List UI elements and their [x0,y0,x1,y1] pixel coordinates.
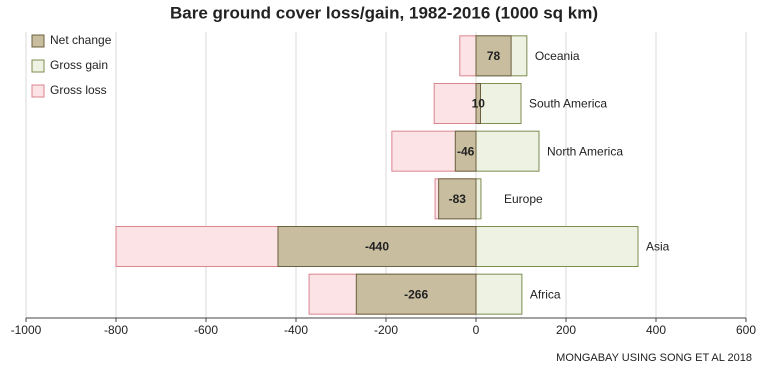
category-label: North America [547,144,623,158]
category-label: Asia [646,240,670,254]
x-tick-label: 600 [736,323,756,337]
bar [438,178,477,220]
legend-swatch [31,34,45,48]
bar [475,83,481,124]
data-label: -83 [449,192,467,206]
x-tick-label: 200 [556,323,576,337]
legend-swatch [31,84,45,98]
x-tick-label: -1000 [11,323,42,337]
bar [475,226,639,267]
data-label: -440 [365,240,389,254]
bar [475,273,523,315]
chart-title: Bare ground cover loss/gain, 1982-2016 (… [170,3,598,22]
category-label: Oceania [535,49,580,63]
data-label: -266 [404,287,428,301]
bar [454,130,477,172]
bar [475,83,522,124]
data-label: 10 [472,97,486,111]
bar [277,226,477,267]
x-tick-label: 400 [646,323,666,337]
bar [433,83,477,124]
category-label: Africa [530,287,561,301]
data-label: -46 [457,144,475,158]
x-tick-label: -200 [374,323,398,337]
legend-label: Gross gain [50,58,108,72]
bar [475,130,540,172]
legend-label: Gross loss [50,83,107,97]
bar [475,178,482,220]
x-tick-label: -800 [104,323,128,337]
data-label: 78 [487,49,501,63]
category-label: Europe [504,192,543,206]
x-tick-label: -600 [194,323,218,337]
source: MONGABAY USING SONG ET AL 2018 [556,352,752,364]
bar [459,35,477,77]
legend-label: Net change [50,33,112,47]
x-tick-label: 0 [473,323,480,337]
x-tick-label: -400 [284,323,308,337]
category-label: South America [529,97,607,111]
bar [475,35,512,77]
bar [355,273,477,315]
legend-swatch [31,59,45,73]
